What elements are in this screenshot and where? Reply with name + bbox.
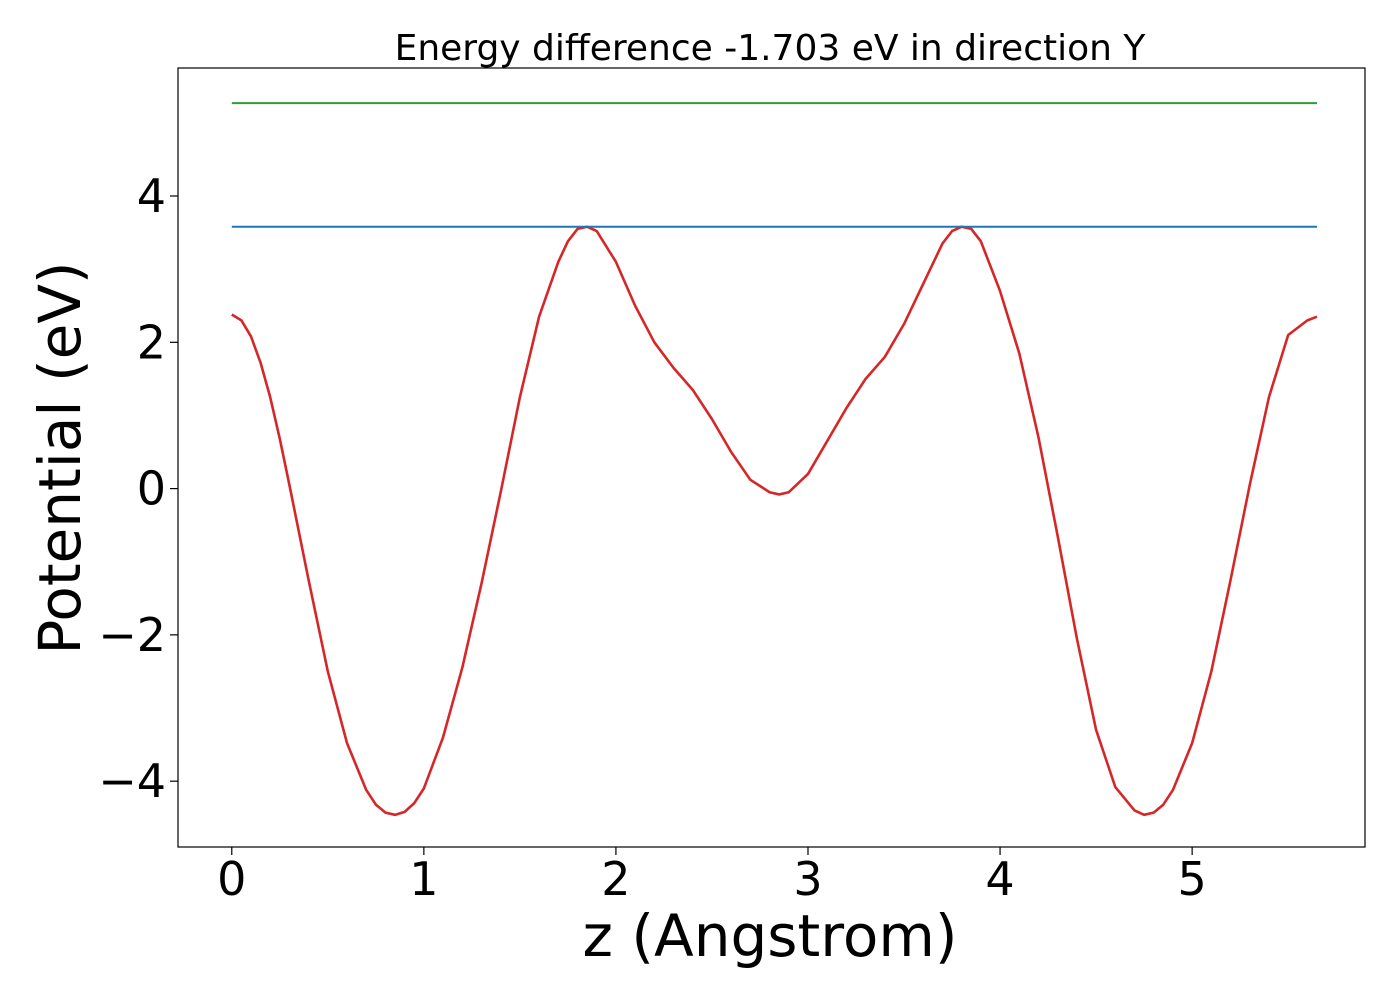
plot-area <box>177 67 1366 848</box>
y-tick-label: −2 <box>98 608 166 662</box>
y-tick-label: 0 <box>137 462 166 516</box>
y-tick-label: −4 <box>98 754 166 808</box>
y-axis: −4 −2 0 2 4 <box>98 169 178 808</box>
series-line-0 <box>231 225 1318 817</box>
chart-title: Energy difference -1.703 eV in direction… <box>395 28 1147 69</box>
x-axis-label: z (Angstrom) <box>583 902 958 970</box>
y-axis-label: Potential (eV) <box>26 261 94 654</box>
x-tick-label: 1 <box>409 852 438 906</box>
x-tick-label: 4 <box>985 852 1014 906</box>
x-tick-label: 2 <box>601 852 630 906</box>
x-tick-label: 3 <box>793 852 822 906</box>
y-tick-label: 4 <box>137 169 166 223</box>
plot-frame <box>177 67 1366 848</box>
series-group <box>231 102 1318 817</box>
x-axis: 0 1 2 3 4 5 <box>217 847 1207 906</box>
x-tick-label: 0 <box>217 852 246 906</box>
x-tick-label: 5 <box>1177 852 1206 906</box>
y-tick-label: 2 <box>137 315 166 369</box>
